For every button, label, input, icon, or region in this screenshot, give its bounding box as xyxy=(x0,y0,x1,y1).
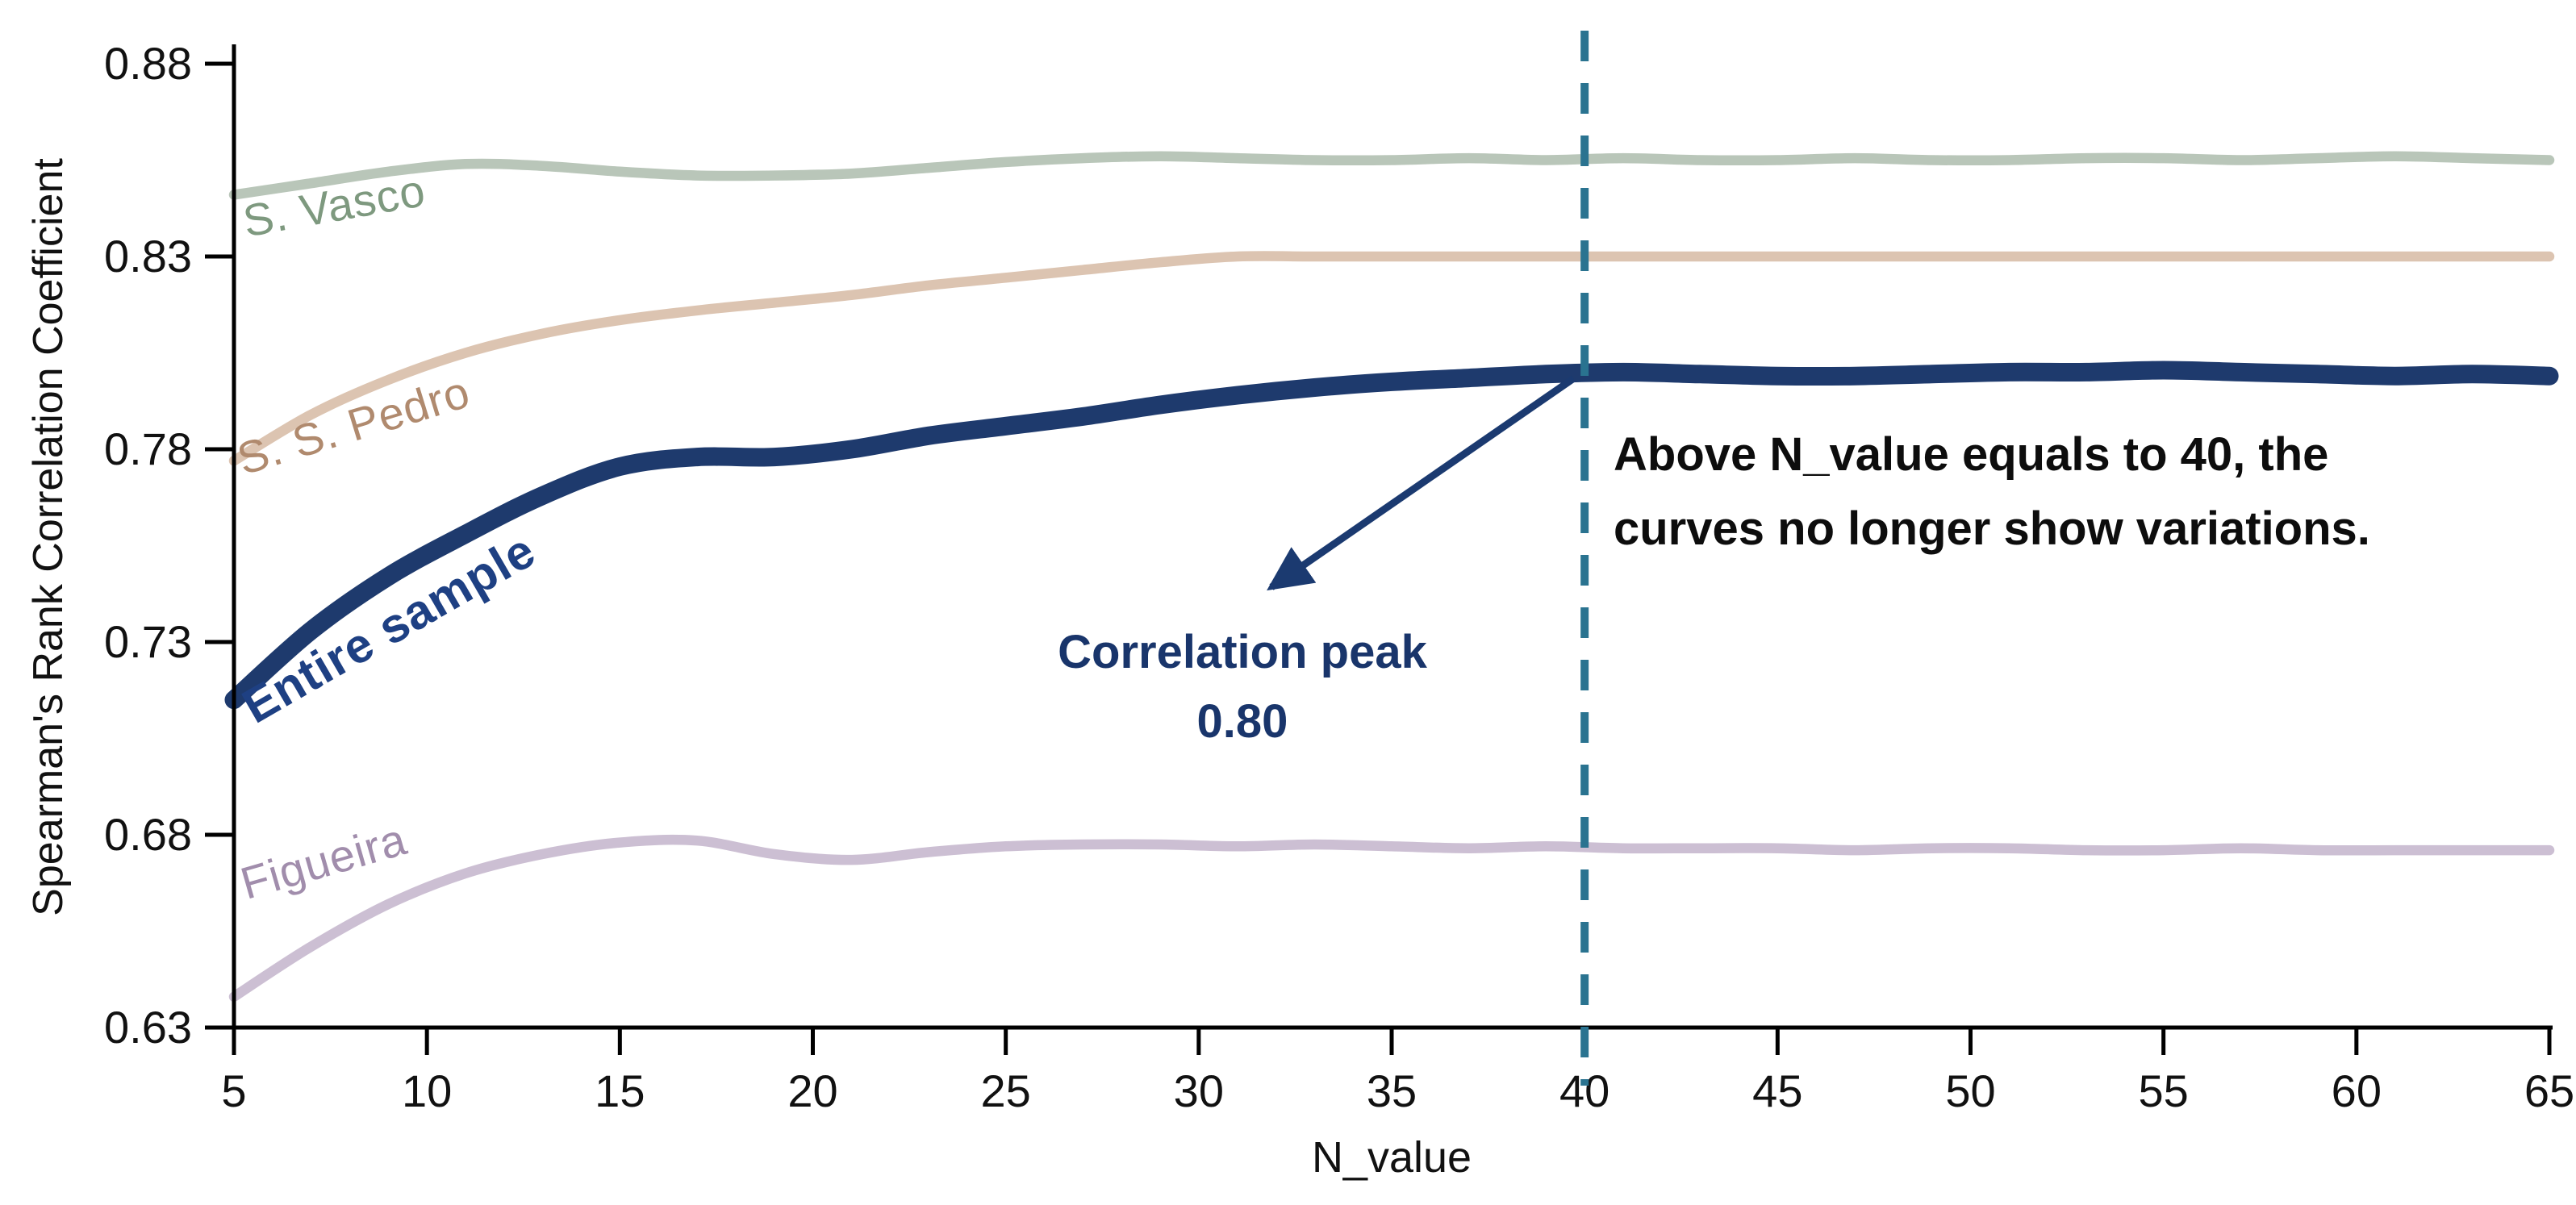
curve-entire-sample xyxy=(224,361,2559,710)
axes xyxy=(205,44,2553,1055)
y-tick-label: 0.88 xyxy=(104,38,192,89)
x-tick-label: 30 xyxy=(1174,1065,1224,1116)
x-tick-label: 40 xyxy=(1559,1065,1609,1116)
y-tick-label: 0.63 xyxy=(104,1002,192,1053)
x-tick-label: 5 xyxy=(221,1065,246,1116)
annotation-correlation-peak: Correlation peak 0.80 xyxy=(960,618,1525,757)
annotation-correlation-peak-line1: Correlation peak xyxy=(1058,626,1427,678)
y-tick-label: 0.83 xyxy=(104,231,192,281)
curve-s-s-pedro xyxy=(228,251,2555,466)
x-axis-title: N_value xyxy=(1311,1133,1472,1182)
y-tick-label: 0.68 xyxy=(104,809,192,860)
annotation-note-line1: Above N_value equals to 40, the xyxy=(1614,428,2329,481)
tick-labels: 0.88 0.83 0.78 0.73 0.68 0.63 5 10 15 20 25 30 35 40 4… xyxy=(104,38,2574,1116)
x-tick-label: 60 xyxy=(2332,1065,2382,1116)
y-axis-title: Spearman's Rank Correlation Coefficient xyxy=(25,158,72,916)
x-tick-label: 55 xyxy=(2139,1065,2189,1116)
x-tick-label: 15 xyxy=(595,1065,645,1116)
y-tick-label: 0.78 xyxy=(104,423,192,474)
annotation-note-line2: curves no longer show variations. xyxy=(1614,502,2370,555)
x-tick-label: 65 xyxy=(2524,1065,2574,1116)
curve-figueira xyxy=(228,834,2555,1003)
y-tick-label: 0.73 xyxy=(104,616,192,667)
x-tick-label: 50 xyxy=(1945,1065,1995,1116)
annotation-correlation-peak-value: 0.80 xyxy=(1196,695,1288,748)
x-tick-label: 35 xyxy=(1367,1065,1417,1116)
annotation-no-variation-note: Above N_value equals to 40, the curves n… xyxy=(1614,418,2370,566)
x-tick-label: 25 xyxy=(981,1065,1031,1116)
peak-arrow xyxy=(1267,375,1576,591)
curve-s-vasco xyxy=(228,151,2555,200)
x-tick-label: 45 xyxy=(1752,1065,1802,1116)
x-tick-label: 20 xyxy=(787,1065,837,1116)
x-tick-label: 10 xyxy=(402,1065,452,1116)
data-curves xyxy=(224,151,2559,1003)
